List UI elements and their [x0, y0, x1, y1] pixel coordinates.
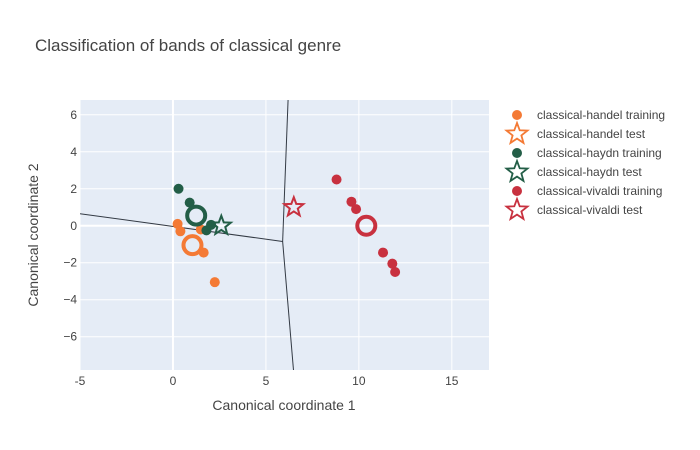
legend-label[interactable]: classical-handel test — [537, 127, 646, 141]
data-point[interactable] — [387, 258, 398, 269]
x-axis-title: Canonical coordinate 1 — [212, 397, 355, 413]
legend-label[interactable]: classical-handel training — [537, 108, 665, 122]
legend-label[interactable]: classical-haydn training — [537, 146, 662, 160]
data-point[interactable] — [351, 204, 362, 215]
x-tick-label: 5 — [263, 374, 270, 388]
legend-circle-icon — [512, 186, 522, 196]
data-point[interactable] — [331, 174, 342, 185]
legend-label[interactable]: classical-vivaldi test — [537, 203, 643, 217]
y-tick-label: −6 — [63, 330, 77, 344]
data-point[interactable] — [390, 266, 401, 277]
legend-label[interactable]: classical-haydn test — [537, 165, 642, 179]
x-tick-label: 10 — [352, 374, 366, 388]
test-point-star[interactable] — [281, 194, 307, 218]
y-tick-label: 0 — [70, 219, 77, 233]
legend[interactable]: classical-handel training classical-hande… — [504, 108, 666, 221]
data-point[interactable] — [173, 183, 184, 194]
plot-area — [80, 100, 489, 370]
legend-star-icon — [504, 158, 530, 183]
y-tick-label: −2 — [63, 256, 77, 270]
class-centroid-ring[interactable] — [355, 214, 378, 237]
data-points — [172, 174, 401, 288]
legend-star-icon — [504, 120, 530, 145]
test-point-star[interactable] — [209, 212, 234, 237]
legend-circle-icon — [512, 110, 522, 120]
boundary-line — [282, 100, 289, 242]
class-centroid-ring[interactable] — [185, 204, 208, 227]
data-point[interactable] — [184, 197, 195, 208]
y-tick-label: 4 — [70, 145, 77, 159]
class-centroid-ring[interactable] — [181, 234, 204, 257]
legend-star-icon — [504, 196, 530, 221]
grid-lines — [79, 100, 489, 370]
y-tick-label: −4 — [63, 293, 77, 307]
legend-circle-icon — [512, 148, 522, 158]
tick-labels: -5 0 5 10 15 −6 −4 −2 0 2 4 6 — [63, 108, 458, 388]
y-tick-label: 6 — [70, 108, 77, 122]
x-tick-label: 15 — [445, 374, 459, 388]
data-point[interactable] — [175, 226, 186, 237]
boundary-line — [282, 241, 294, 370]
data-point[interactable] — [209, 277, 220, 288]
x-tick-label: -5 — [75, 374, 86, 388]
legend-label[interactable]: classical-vivaldi training — [537, 184, 662, 198]
x-tick-label: 0 — [170, 374, 177, 388]
y-tick-label: 2 — [70, 182, 77, 196]
data-point[interactable] — [346, 196, 357, 207]
data-point[interactable] — [378, 247, 389, 258]
y-axis-title: Canonical coordinate 2 — [25, 163, 41, 306]
chart-title: Classification of bands of classical gen… — [35, 36, 341, 55]
